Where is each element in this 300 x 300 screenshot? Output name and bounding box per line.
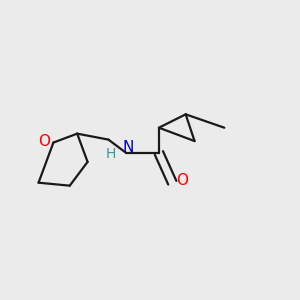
Text: O: O <box>38 134 50 149</box>
Text: H: H <box>106 148 116 161</box>
Text: N: N <box>122 140 134 155</box>
Text: O: O <box>176 173 188 188</box>
